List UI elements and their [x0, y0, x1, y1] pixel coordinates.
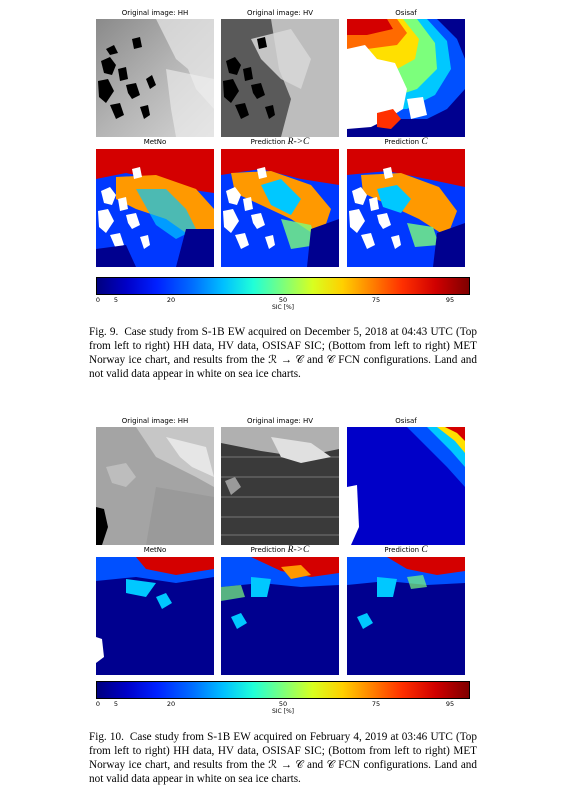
- colorbar-tick: 50: [278, 296, 288, 304]
- panel-title-osisaf: Osisaf: [395, 9, 417, 17]
- title-text: Prediction: [250, 546, 288, 554]
- panel-title-prediction-c: Prediction C: [347, 545, 465, 555]
- fig10-panel-metno: [96, 557, 214, 675]
- colorbar-tick: 75: [371, 700, 381, 708]
- fig9-caption: Fig. 9. Case study from S-1B EW acquired …: [89, 325, 477, 381]
- colorbar-label: SIC [%]: [271, 708, 295, 715]
- colorbar-tick: 5: [113, 296, 119, 304]
- panel-title-hv: Original image: HV: [246, 417, 314, 425]
- fig10-panel-osisaf: [347, 427, 465, 545]
- fig10-colorbar: [96, 681, 470, 699]
- title-text: Prediction: [384, 546, 422, 554]
- title-math: R->C: [287, 545, 310, 555]
- fig9-panel-osisaf: [347, 19, 465, 137]
- colorbar-tick: 0: [95, 700, 101, 708]
- fig9-panel-metno: [96, 149, 214, 267]
- fig9-panel-hh: [96, 19, 214, 137]
- caption-text: Case study from S-1B EW acquired on Febr…: [89, 731, 477, 785]
- fig9-colorbar: [96, 277, 470, 295]
- panel-title-hv: Original image: HV: [246, 9, 314, 17]
- panel-title-metno: MetNo: [143, 546, 167, 554]
- fig9-panel-prediction-rc: [221, 149, 339, 267]
- colorbar-tick: 20: [166, 700, 176, 708]
- panel-title-hh: Original image: HH: [121, 417, 189, 425]
- colorbar-tick: 75: [371, 296, 381, 304]
- panel-title-osisaf: Osisaf: [395, 417, 417, 425]
- colorbar-tick: 95: [445, 700, 455, 708]
- fig10-panel-hv: [221, 427, 339, 545]
- colorbar-tick: 5: [113, 700, 119, 708]
- panel-title-hh: Original image: HH: [121, 9, 189, 17]
- title-math: C: [421, 137, 428, 147]
- title-text: Prediction: [250, 138, 288, 146]
- title-math: C: [421, 545, 428, 555]
- title-text: Prediction: [384, 138, 422, 146]
- fig10-panel-hh: [96, 427, 214, 545]
- fig10-panel-prediction-c: [347, 557, 465, 675]
- fig9-panel-hv: [221, 19, 339, 137]
- fig9-panel-prediction-c: [347, 149, 465, 267]
- colorbar-tick: 0: [95, 296, 101, 304]
- caption-label: Fig. 10.: [89, 731, 124, 743]
- caption-label: Fig. 9.: [89, 326, 119, 338]
- colorbar-tick: 95: [445, 296, 455, 304]
- fig10-panel-prediction-rc: [221, 557, 339, 675]
- title-math: R->C: [287, 137, 310, 147]
- panel-title-prediction-c: Prediction C: [347, 137, 465, 147]
- colorbar-tick: 50: [278, 700, 288, 708]
- colorbar-label: SIC [%]: [271, 304, 295, 311]
- panel-title-prediction-rc: Prediction R->C: [221, 137, 339, 147]
- caption-text: Case study from S-1B EW acquired on Dece…: [89, 326, 477, 380]
- panel-title-prediction-rc: Prediction R->C: [221, 545, 339, 555]
- colorbar-tick: 20: [166, 296, 176, 304]
- fig10-caption: Fig. 10. Case study from S-1B EW acquired…: [89, 730, 477, 786]
- panel-title-metno: MetNo: [143, 138, 167, 146]
